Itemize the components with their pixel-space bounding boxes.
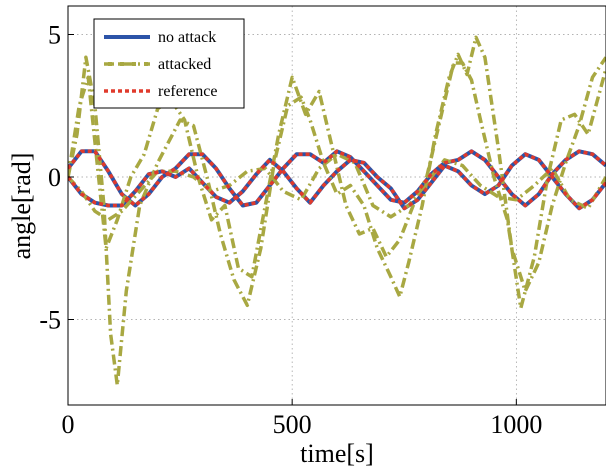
legend-label: no attack	[158, 29, 216, 46]
y-tick-label: 5	[48, 21, 61, 50]
legend-label: reference	[158, 83, 218, 100]
ticks: 0 500 1000 5 0 -5	[39, 21, 542, 440]
legend-marker	[120, 62, 124, 66]
y-tick-label: -5	[39, 306, 61, 335]
y-axis-label: angle[rad]	[7, 153, 36, 260]
legend-marker	[108, 62, 112, 66]
x-tick-label: 0	[62, 410, 75, 439]
series-line-reference-2	[68, 152, 606, 211]
series-line-attacked-2	[68, 61, 606, 310]
legend: no attack attacked reference	[93, 18, 245, 109]
series-line-attacked-3	[68, 152, 606, 222]
series-line-reference-1	[68, 149, 606, 208]
legend-marker	[132, 62, 136, 66]
grid	[68, 6, 606, 405]
legend-marker	[144, 62, 148, 66]
x-tick-label: 1000	[490, 410, 542, 439]
x-axis-label: time[s]	[300, 439, 374, 468]
legend-label: attacked	[158, 56, 211, 73]
plot-frame	[67, 5, 606, 406]
series-layer	[68, 35, 606, 387]
x-tick-label: 500	[273, 410, 312, 439]
y-tick-label: 0	[48, 163, 61, 192]
